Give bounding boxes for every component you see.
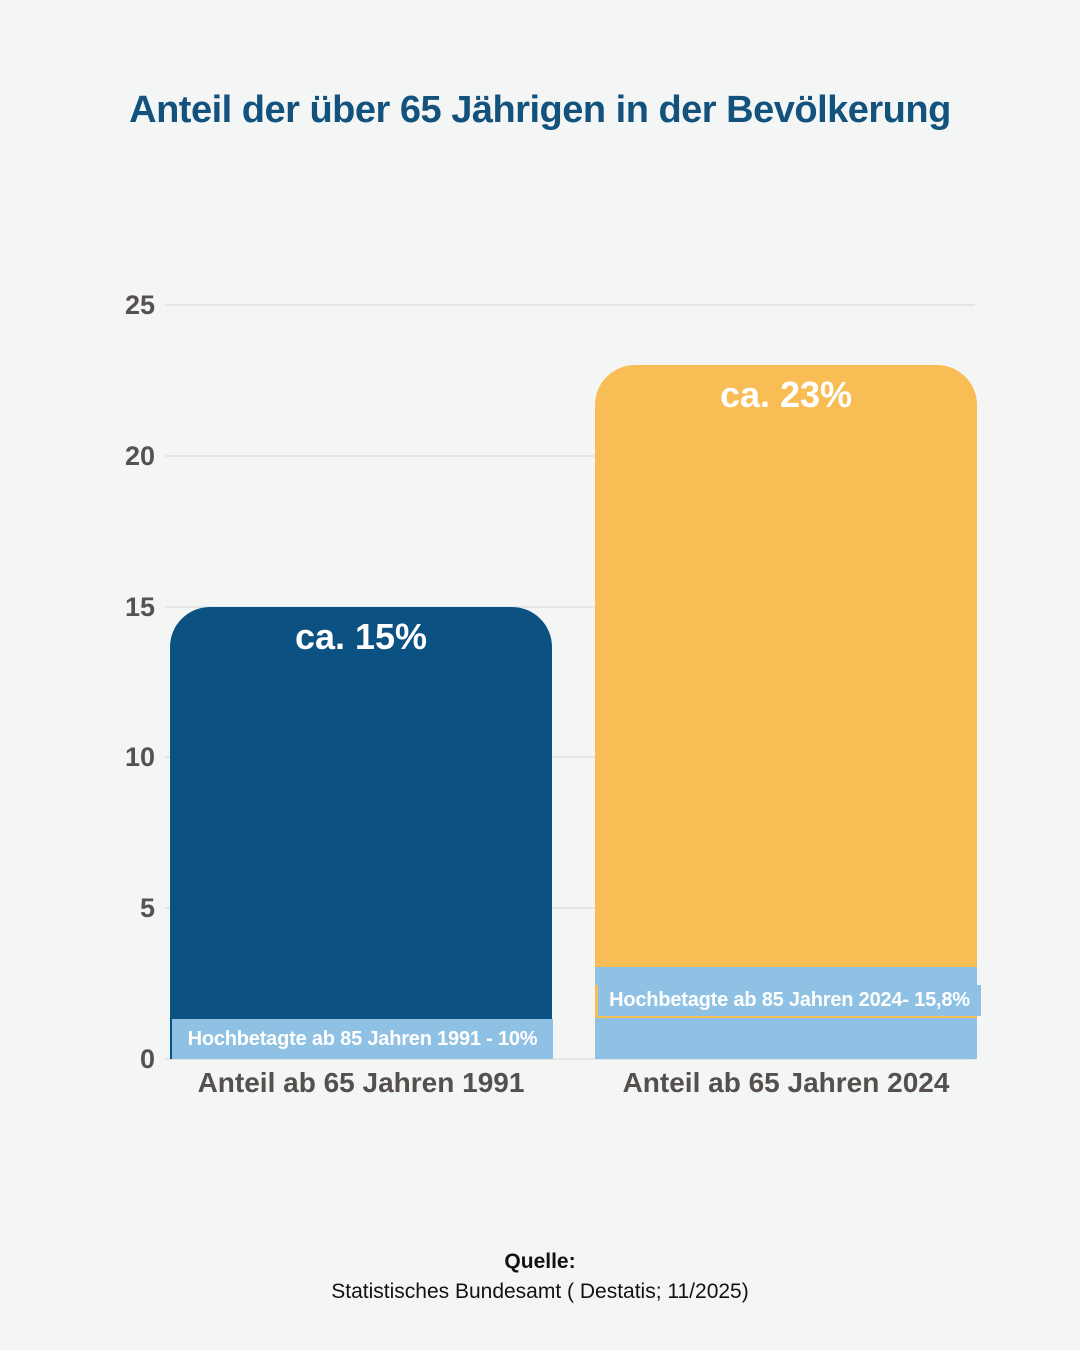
y-tick-label-25: 25 [124, 290, 155, 320]
band-hochbetagte-2024-top [595, 967, 977, 985]
source-block: Quelle: Statistisches Bundesamt ( Destat… [0, 1248, 1080, 1308]
band-hochbetagte-1991-label: Hochbetagte ab 85 Jahren 1991 - 10% [187, 1028, 538, 1050]
y-tick-label-10: 10 [124, 742, 155, 773]
bar-2024-value-label: ca. 23% [719, 374, 853, 415]
bar-1991-value-label: ca. 15% [294, 616, 428, 657]
gridline-5 [165, 907, 975, 910]
y-tick-label-5: 5 [139, 893, 155, 924]
y-tick-label-15: 15 [124, 591, 155, 622]
band-hochbetagte-2024-bottom [595, 1018, 977, 1059]
source-text: Statistisches Bundesamt ( Destatis; 11/2… [331, 1280, 749, 1303]
gridline-25 [165, 304, 975, 306]
y-tick-label-20: 20 [124, 440, 155, 471]
band-hochbetagte-1991: Hochbetagte ab 85 Jahren 1991 - 10% [172, 1019, 553, 1059]
gridline-0 [165, 1058, 975, 1060]
x-axis-label-2024: Anteil ab 65 Jahren 2024 [622, 1067, 950, 1098]
x-axis-label-1991: Anteil ab 65 Jahren 1991 [197, 1067, 525, 1098]
gridline-15 [165, 605, 975, 608]
gridline-10 [165, 756, 975, 759]
chart-title: Anteil der über 65 Jährigen in der Bevöl… [129, 89, 951, 131]
source-label: Quelle: [504, 1250, 576, 1273]
bar-2024: ca. 23% Hochbetagte ab 85 Jahren 2024- 1… [595, 365, 981, 1059]
gridline-20 [165, 454, 975, 457]
band-hochbetagte-2024: Hochbetagte ab 85 Jahren 2024- 15,8% [598, 985, 981, 1016]
y-tick-label-0: 0 [139, 1044, 155, 1074]
band-hochbetagte-2024-label: Hochbetagte ab 85 Jahren 2024- 15,8% [609, 989, 970, 1011]
bar-1991: ca. 15% Hochbetagte ab 85 Jahren 1991 - … [170, 607, 553, 1059]
